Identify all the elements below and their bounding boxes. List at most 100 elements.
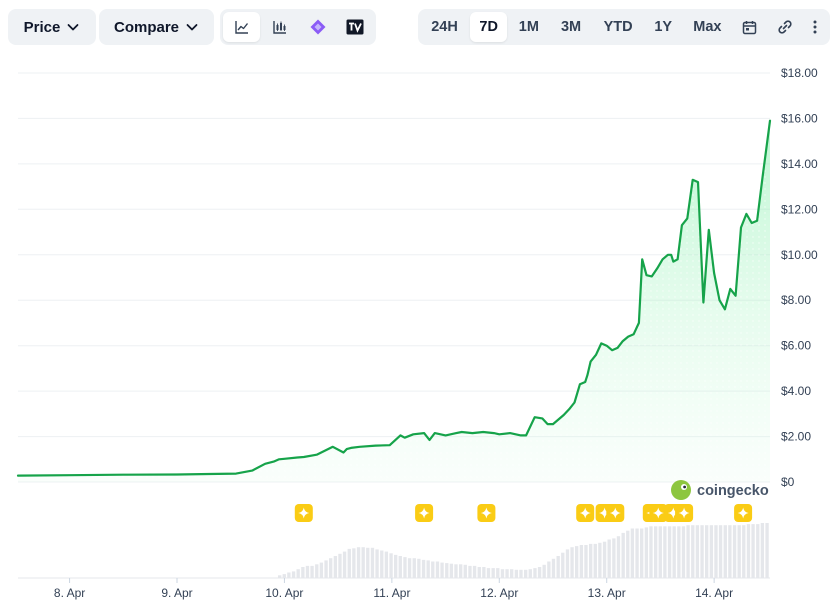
volume-bar bbox=[751, 524, 755, 578]
volume-bar bbox=[315, 564, 319, 579]
volume-bar bbox=[468, 565, 472, 578]
volume-bar bbox=[616, 536, 621, 578]
time-range-group: 24H 7D 1M 3M YTD 1Y Max bbox=[418, 9, 830, 45]
volume-bar bbox=[742, 525, 746, 578]
volume-bar bbox=[630, 528, 635, 578]
range-7d[interactable]: 7D bbox=[470, 12, 508, 42]
volume-bar bbox=[356, 547, 361, 578]
volume-bar bbox=[282, 574, 286, 578]
event-marker[interactable] bbox=[606, 504, 625, 522]
volume-bar bbox=[463, 564, 467, 578]
volume-bar bbox=[565, 549, 570, 578]
y-tick-label: $14.00 bbox=[781, 157, 818, 171]
volume-bar bbox=[472, 565, 477, 578]
line-chart-button[interactable] bbox=[223, 12, 261, 42]
volume-bar bbox=[765, 523, 769, 578]
volume-bar bbox=[510, 569, 514, 578]
candlestick-chart-button[interactable] bbox=[262, 12, 298, 42]
volume-bar bbox=[398, 556, 402, 578]
volume-bar bbox=[449, 563, 454, 578]
range-1y[interactable]: 1Y bbox=[654, 19, 673, 35]
coingecko-wordmark: coingecko bbox=[697, 483, 769, 499]
event-marker[interactable] bbox=[576, 504, 595, 522]
volume-bar bbox=[421, 559, 426, 579]
range-1m[interactable]: 1M bbox=[518, 19, 539, 35]
volume-bar bbox=[658, 526, 662, 578]
volume-bar bbox=[635, 528, 639, 578]
volume-bar bbox=[291, 571, 296, 578]
calendar-icon bbox=[742, 20, 757, 34]
y-tick-label: $4.00 bbox=[781, 384, 811, 398]
volume-bar bbox=[366, 547, 370, 579]
price-area-texture bbox=[18, 120, 770, 482]
volume-bar bbox=[296, 569, 300, 578]
price-line bbox=[16, 119, 772, 477]
volume-bar bbox=[556, 556, 560, 578]
volume-bar bbox=[644, 527, 649, 578]
volume-bar bbox=[612, 538, 616, 578]
coingecko-watermark: coingecko bbox=[671, 480, 769, 500]
volume-bar bbox=[714, 525, 718, 578]
volume-bar bbox=[361, 547, 365, 578]
volume-bar bbox=[598, 542, 602, 578]
volume-bars bbox=[278, 523, 769, 579]
volume-bar bbox=[407, 558, 412, 578]
volume-bar bbox=[389, 553, 393, 579]
event-marker[interactable] bbox=[415, 504, 434, 522]
volume-bar bbox=[672, 526, 676, 578]
range-max[interactable]: Max bbox=[693, 19, 722, 35]
event-marker[interactable] bbox=[649, 504, 668, 522]
compare-dropdown[interactable]: Compare bbox=[99, 9, 214, 45]
x-tick-label: 11. Apr bbox=[373, 586, 410, 600]
event-marker[interactable] bbox=[477, 504, 496, 522]
sparkle-icon bbox=[298, 507, 310, 519]
diamond-logo-button[interactable] bbox=[300, 12, 336, 42]
volume-bar bbox=[278, 575, 282, 579]
tradingview-button[interactable] bbox=[337, 12, 373, 42]
event-marker[interactable] bbox=[675, 504, 694, 522]
x-tick-label: 9. Apr bbox=[161, 586, 192, 600]
volume-bar bbox=[677, 526, 681, 578]
sparkle-icon bbox=[609, 507, 621, 519]
volume-bar bbox=[579, 545, 584, 578]
price-dropdown[interactable]: Price bbox=[8, 9, 96, 45]
range-ytd[interactable]: YTD bbox=[603, 19, 633, 35]
sparkle-icon bbox=[418, 507, 430, 519]
sparkle-icon bbox=[480, 507, 492, 519]
more-options-button[interactable] bbox=[803, 12, 827, 42]
event-marker[interactable] bbox=[734, 504, 753, 522]
x-tick-label: 12. Apr bbox=[480, 586, 518, 600]
volume-bar bbox=[584, 545, 588, 578]
date-range-button[interactable] bbox=[733, 12, 766, 42]
price-dropdown-label: Price bbox=[23, 18, 61, 36]
volume-bar bbox=[491, 568, 495, 578]
more-icon bbox=[813, 20, 817, 34]
coingecko-logo-pupil bbox=[683, 485, 686, 489]
chevron-down-icon bbox=[186, 24, 198, 31]
x-axis: 8. Apr 9. Apr 10. Apr 11. Apr 12. Apr 13. Apr… bbox=[18, 577, 770, 600]
y-axis: $0 $2.00 $4.00 $6.00 $8.00 $10.00 $12.00 $14.00… bbox=[781, 66, 818, 489]
volume-bar bbox=[746, 524, 751, 578]
event-marker[interactable] bbox=[294, 504, 313, 522]
volume-bar bbox=[589, 543, 593, 578]
compare-dropdown-label: Compare bbox=[113, 18, 180, 36]
volume-bar bbox=[533, 568, 537, 578]
diamond-logo-icon bbox=[310, 19, 326, 35]
volume-bar bbox=[287, 572, 291, 578]
volume-bar bbox=[640, 528, 644, 578]
range-3m[interactable]: 3M bbox=[560, 19, 582, 35]
share-link-button[interactable] bbox=[768, 12, 801, 42]
volume-bar bbox=[681, 526, 686, 578]
volume-bar bbox=[305, 565, 310, 578]
volume-bar bbox=[686, 525, 690, 578]
tradingview-icon bbox=[346, 19, 364, 35]
y-tick-label: $0 bbox=[781, 475, 795, 489]
coingecko-logo-icon bbox=[671, 480, 691, 500]
range-24h[interactable]: 24H bbox=[431, 19, 458, 35]
chart-view-group bbox=[220, 9, 376, 45]
volume-bar bbox=[445, 563, 449, 578]
line-chart-icon bbox=[235, 21, 248, 34]
volume-bar bbox=[626, 530, 630, 578]
volume-bar bbox=[621, 532, 625, 578]
volume-bar bbox=[403, 557, 407, 578]
